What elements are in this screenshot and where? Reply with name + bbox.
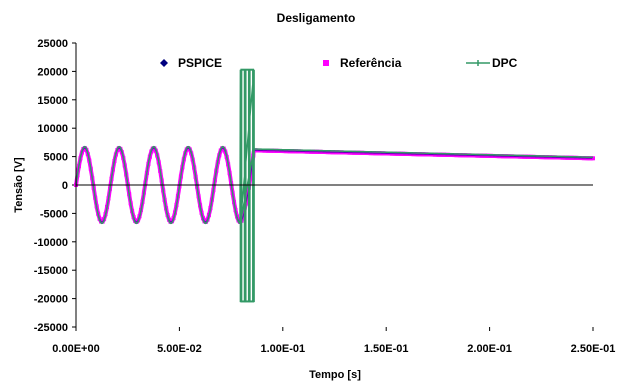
y-tick-label: 20000 bbox=[37, 66, 68, 78]
y-tick-label: -15000 bbox=[34, 265, 68, 277]
y-tick-label: 5000 bbox=[44, 152, 68, 164]
x-tick-label: 5.00E-02 bbox=[157, 343, 202, 355]
y-tick-label: 25000 bbox=[37, 38, 68, 50]
y-tick-label: 15000 bbox=[37, 95, 68, 107]
x-tick-label: 1.50E-01 bbox=[364, 343, 409, 355]
x-tick-label: 1.00E-01 bbox=[260, 343, 305, 355]
legend-label: PSPICE bbox=[178, 56, 222, 70]
series-dpc-line bbox=[75, 68, 593, 303]
legend-label: DPC bbox=[492, 56, 518, 70]
series-referencia-point bbox=[591, 156, 595, 161]
legend-marker-pspice bbox=[160, 59, 168, 67]
legend: PSPICE Referência DPC bbox=[160, 56, 518, 70]
x-axis-label: Tempo [s] bbox=[309, 369, 361, 381]
y-tick-label: -10000 bbox=[34, 237, 68, 249]
y-tick-label: -5000 bbox=[40, 208, 68, 220]
y-tick-label: -20000 bbox=[34, 294, 68, 306]
y-tick-label: 0 bbox=[62, 180, 68, 192]
x-tick-label: 2.00E-01 bbox=[467, 343, 512, 355]
x-tick-label: 2.50E-01 bbox=[571, 343, 616, 355]
x-axis-ticks: 0.00E+00 5.00E-02 1.00E-01 1.50E-01 2.00E-01… bbox=[52, 327, 615, 355]
x-tick-label: 0.00E+00 bbox=[52, 343, 99, 355]
legend-marker-referencia bbox=[323, 60, 329, 66]
y-axis-ticks: 25000 20000 15000 10000 5000 0 -5000 -10000 -150… bbox=[34, 38, 76, 334]
chart-title: Desligamento bbox=[277, 11, 356, 25]
y-tick-label: 10000 bbox=[37, 123, 68, 135]
plot-area bbox=[74, 68, 595, 303]
y-axis-label: Tensão [V] bbox=[13, 157, 25, 213]
y-tick-label: -25000 bbox=[34, 322, 68, 334]
legend-label: Referência bbox=[340, 56, 402, 70]
